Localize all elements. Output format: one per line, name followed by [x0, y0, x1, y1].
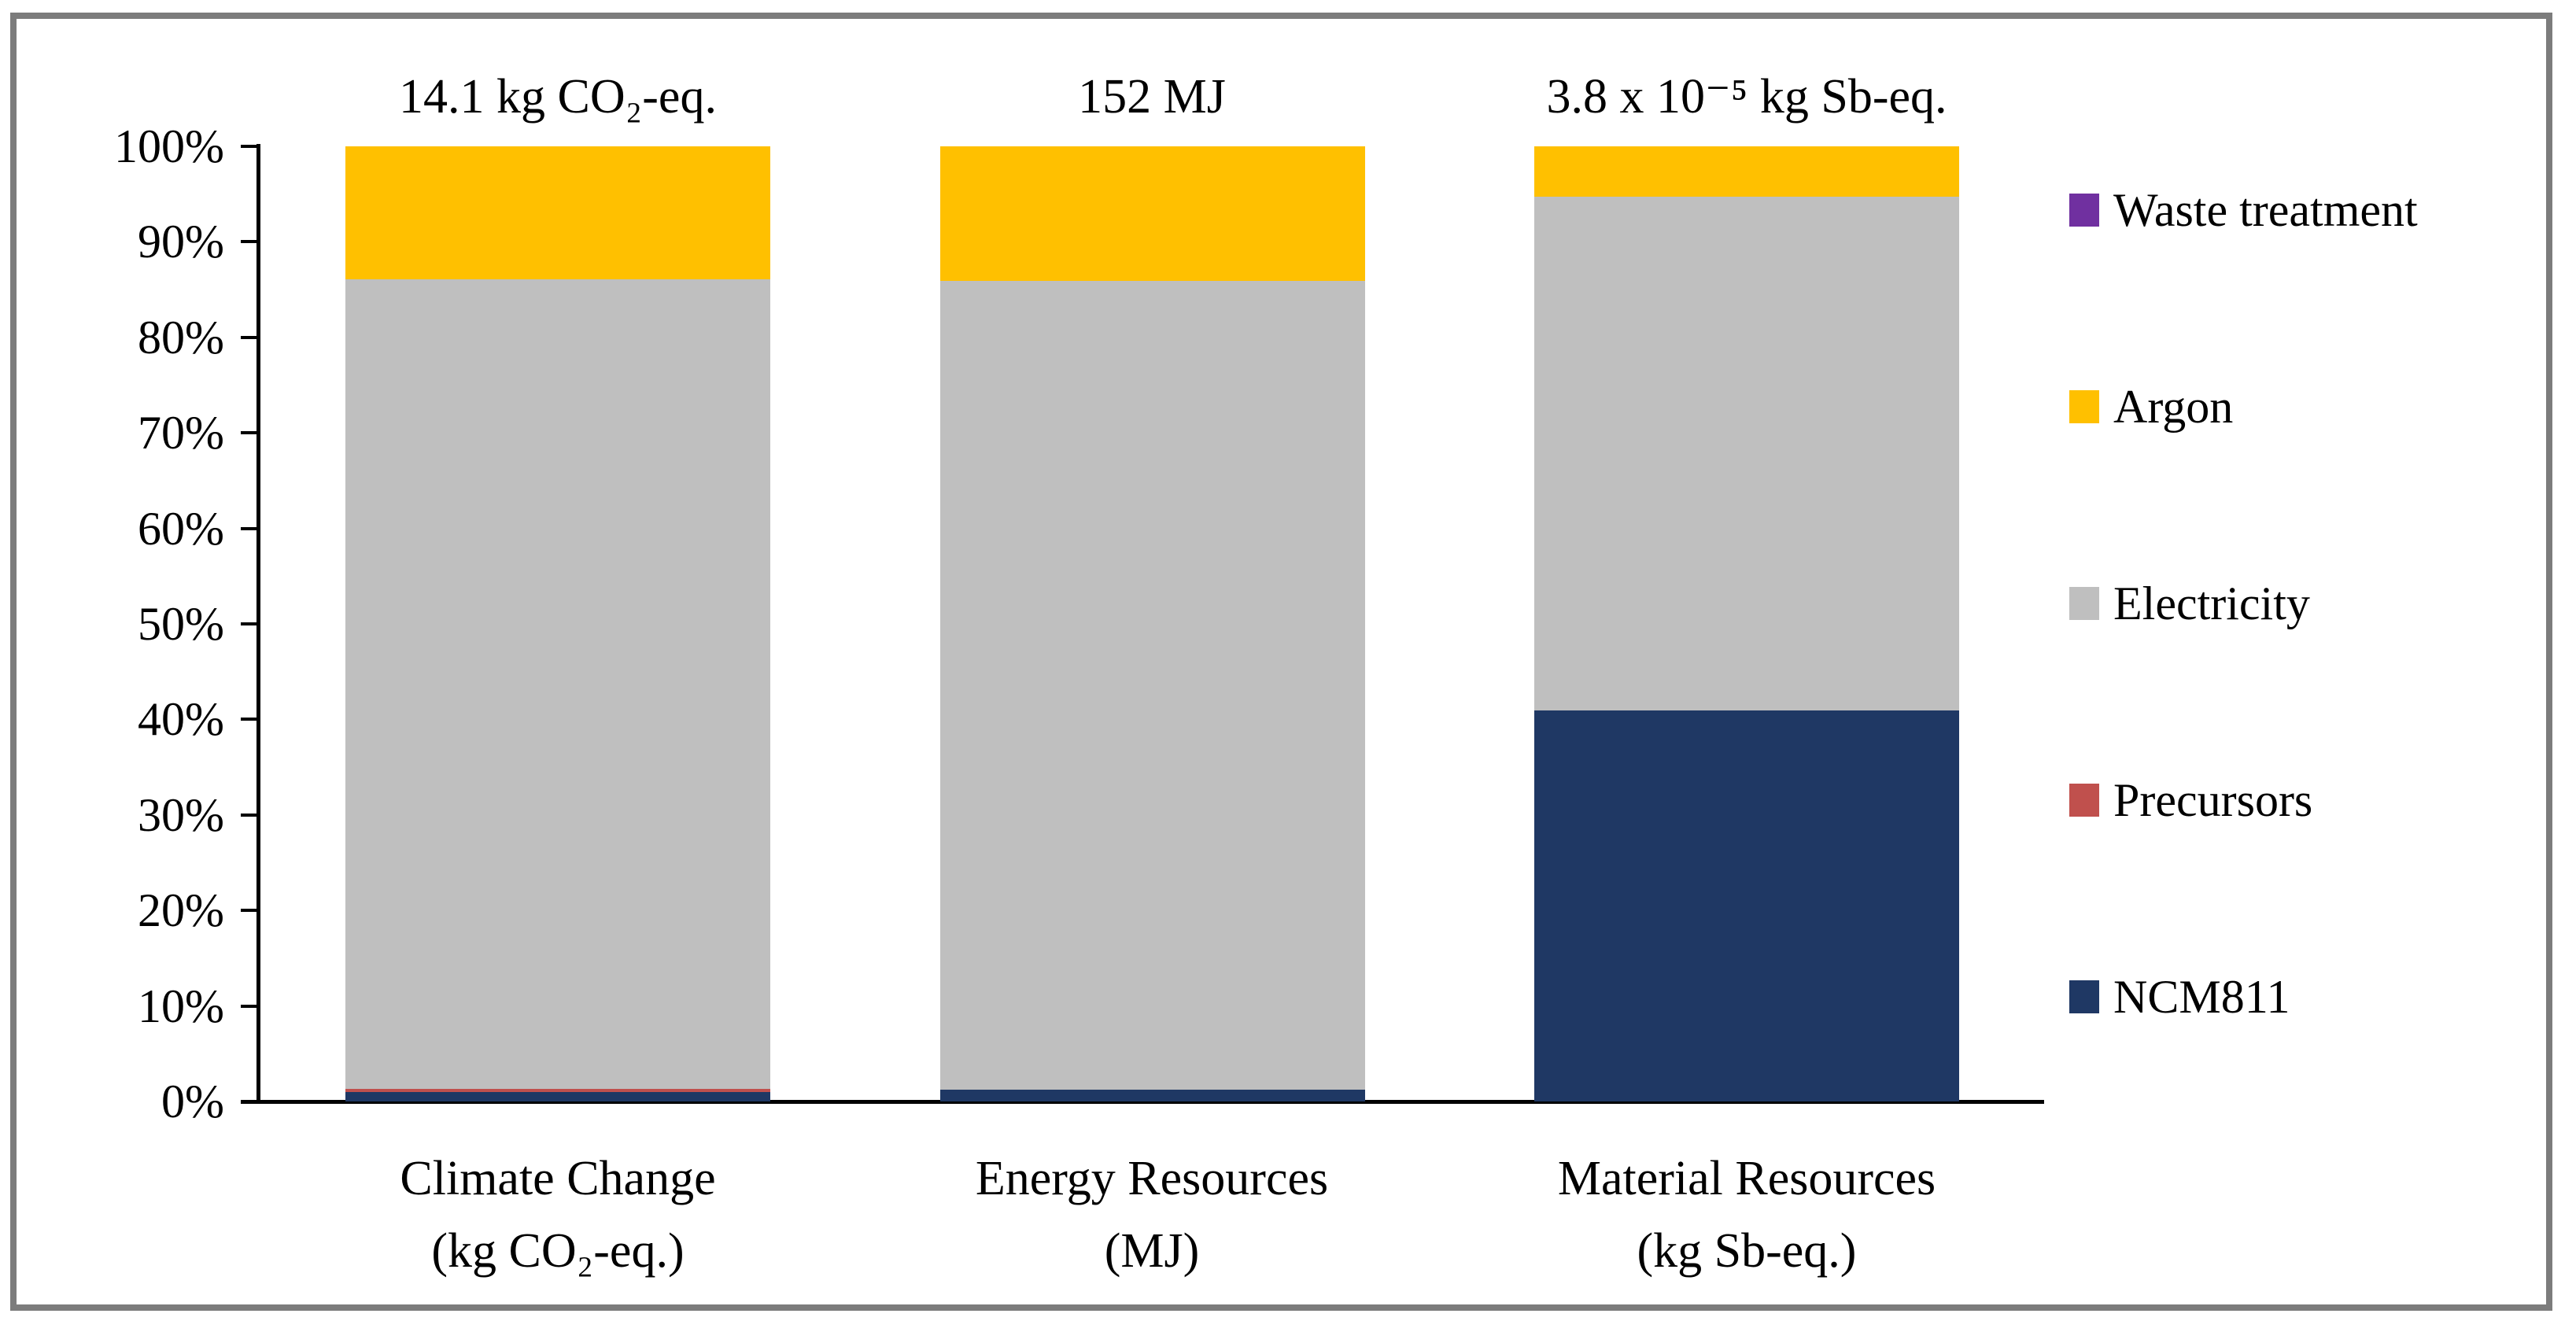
y-axis-tick — [241, 1005, 260, 1008]
x-axis-category-label: Climate Change (kg CO₂-eq.) — [164, 1142, 951, 1287]
x-axis-category-label-line: (kg Sb-eq.) — [1637, 1224, 1857, 1278]
bar-total-label: 14.1 kg CO₂-eq. — [399, 70, 717, 124]
x-axis-category-label-line: Material Resources — [1557, 1152, 1936, 1205]
y-axis-tick-label: 0% — [161, 1076, 224, 1127]
legend-swatch-waste-treatment — [2069, 194, 2099, 227]
y-axis-tick-label: 70% — [138, 407, 224, 459]
legend-label: Argon — [2113, 381, 2234, 433]
bar-segment-electricity — [940, 281, 1365, 1090]
y-axis-tick-label: 30% — [138, 789, 224, 841]
y-axis-tick-label: 100% — [114, 120, 224, 172]
y-axis-tick-label: 10% — [138, 980, 224, 1032]
legend-label: Precursors — [2113, 774, 2313, 826]
stacked-bar-climate-change — [345, 146, 770, 1101]
y-axis-tick — [241, 240, 260, 243]
bar-segment-electricity — [1534, 197, 1959, 710]
legend-label: Electricity — [2113, 577, 2310, 629]
y-axis-tick-label: 40% — [138, 693, 224, 745]
bar-segment-ncm811 — [940, 1090, 1365, 1101]
legend-swatch-electricity — [2069, 587, 2099, 620]
stacked-bar-material-resources — [1534, 146, 1959, 1101]
bar-segment-ncm811 — [345, 1092, 770, 1101]
legend-swatch-precursors — [2069, 784, 2099, 817]
y-axis-line — [256, 144, 260, 1104]
legend-label: NCM811 — [2113, 971, 2290, 1023]
x-axis-category-label-line: Energy Resources — [975, 1152, 1329, 1205]
y-axis-tick-label: 50% — [138, 598, 224, 650]
y-axis-tick-label: 90% — [138, 216, 224, 268]
bar-segment-argon — [940, 146, 1365, 281]
bar-segment-electricity — [345, 279, 770, 1089]
y-axis-tick-label: 60% — [138, 503, 224, 555]
x-axis-category-label: Energy Resources (MJ) — [758, 1142, 1545, 1287]
legend-swatch-argon — [2069, 390, 2099, 423]
y-axis-tick — [241, 718, 260, 721]
y-axis-tick — [241, 527, 260, 530]
x-axis-category-label-line: (kg CO₂-eq.) — [431, 1224, 685, 1278]
bar-total-label: 3.8 x 10⁻⁵ kg Sb-eq. — [1546, 70, 1947, 124]
y-axis-tick — [241, 431, 260, 434]
bar-segment-argon — [1534, 146, 1959, 197]
bar-segment-precursors — [345, 1089, 770, 1092]
x-axis-category-label: Material Resources (kg Sb-eq.) — [1353, 1142, 2140, 1287]
y-axis-tick — [241, 622, 260, 625]
x-axis-category-label-line: Climate Change — [400, 1152, 716, 1205]
y-axis-tick — [241, 909, 260, 912]
plot-area — [260, 146, 2044, 1101]
bar-segment-ncm811 — [1534, 710, 1959, 1101]
y-axis-tick — [241, 336, 260, 339]
legend-swatch-ncm811 — [2069, 980, 2099, 1013]
stacked-bar-energy-resources — [940, 146, 1365, 1101]
y-axis-tick-label: 20% — [138, 884, 224, 936]
bar-total-label: 152 MJ — [1078, 70, 1226, 124]
y-axis-tick — [241, 145, 260, 148]
legend-label: Waste treatment — [2113, 184, 2418, 236]
y-axis-tick — [241, 814, 260, 817]
x-axis-line — [241, 1100, 2044, 1104]
bar-segment-argon — [345, 146, 770, 279]
y-axis-tick-label: 80% — [138, 312, 224, 363]
x-axis-category-label-line: (MJ) — [1104, 1224, 1200, 1278]
